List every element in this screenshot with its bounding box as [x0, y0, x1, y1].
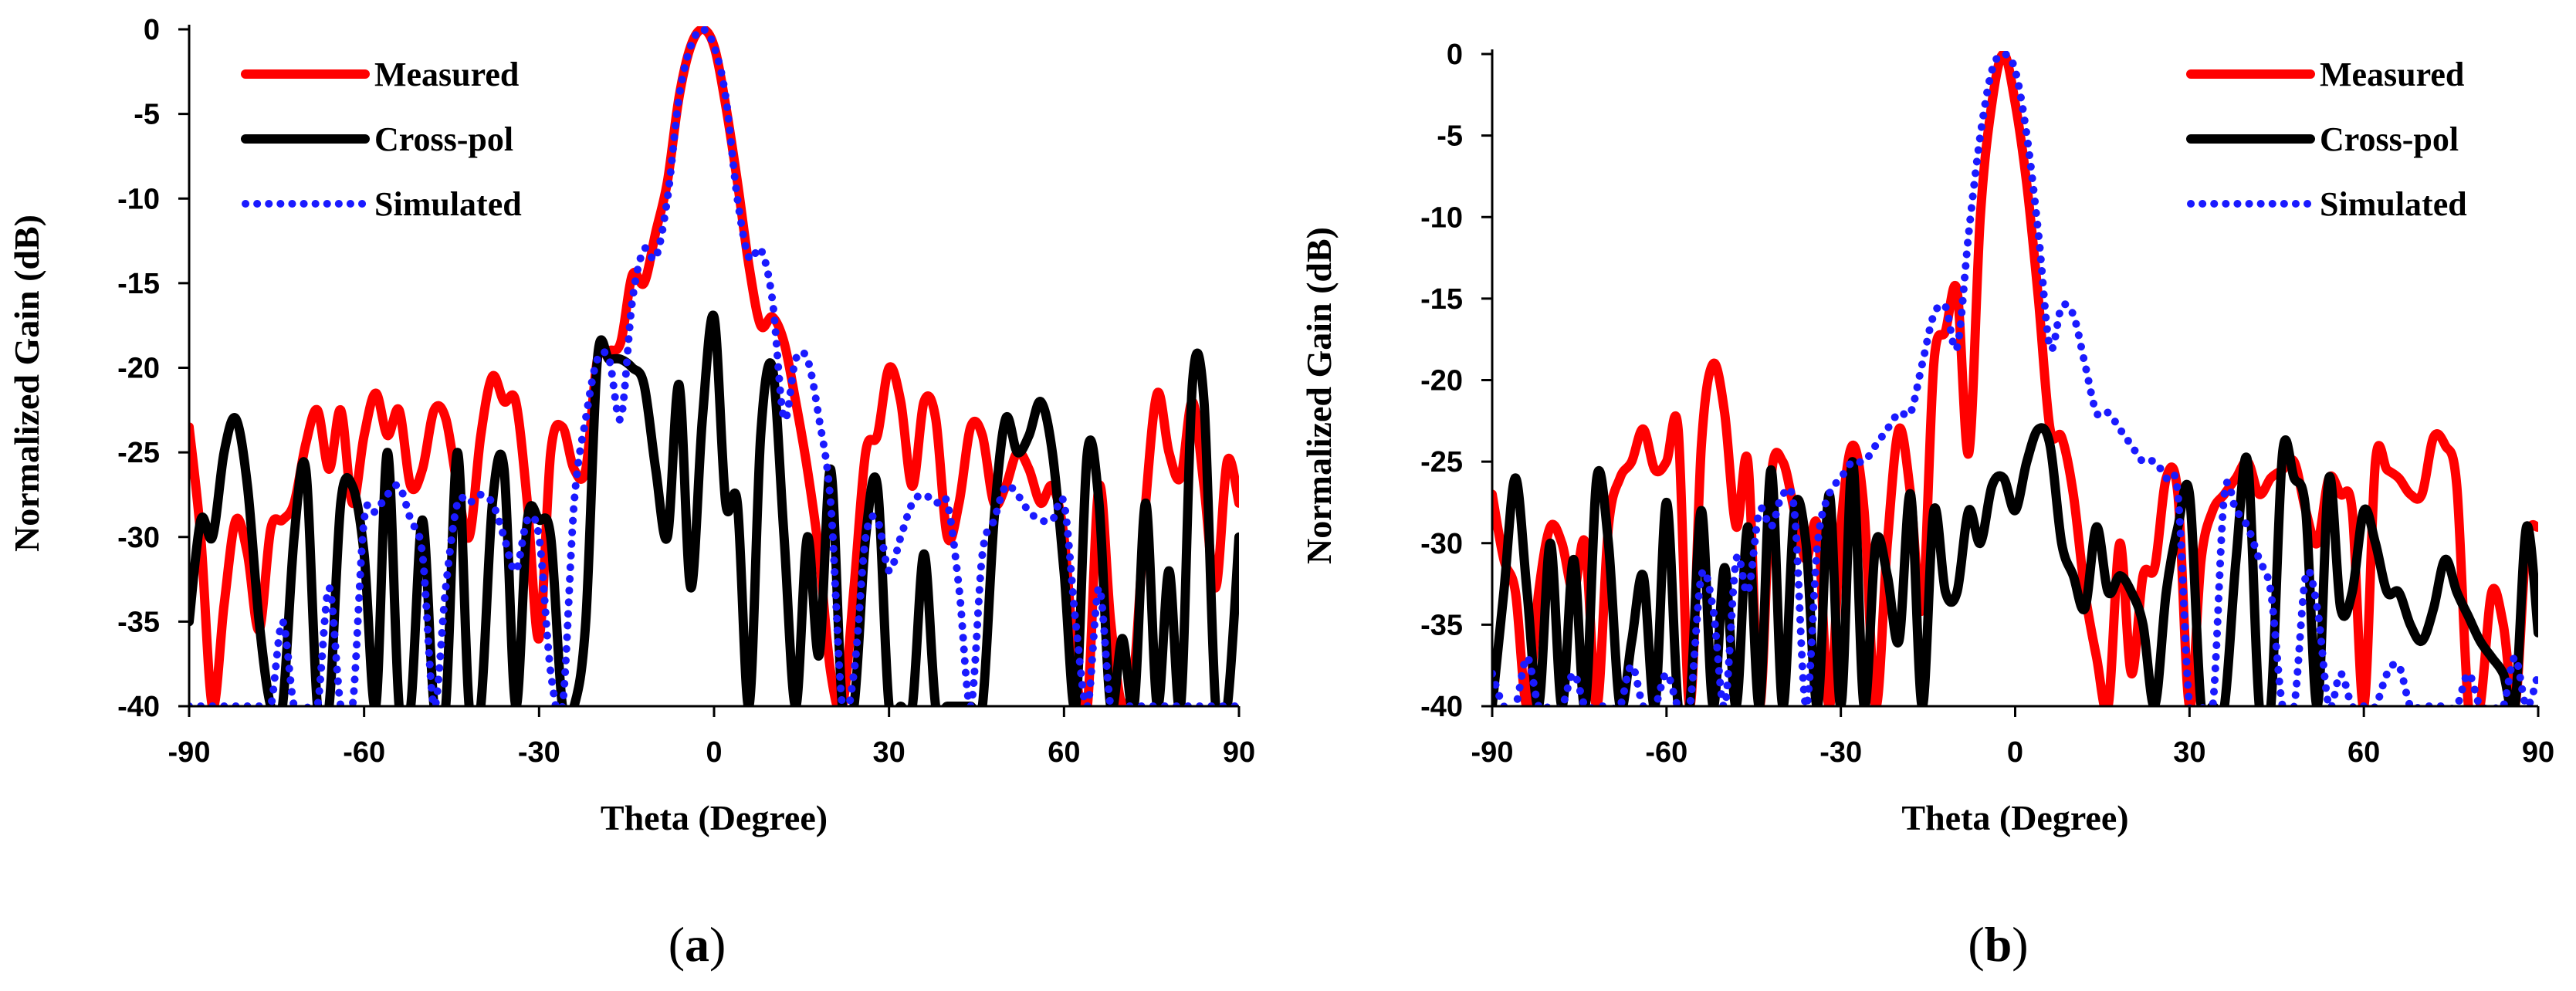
chart-panel-b: 0 -5 -10 -15 -20 -25 -30 -35 -40-90 -60 -30 0 30 60 90… — [1299, 39, 2554, 972]
panel-b-y-axis-title: Normalized Gain (dB) — [1299, 227, 1339, 564]
panel-a-y-tick-label: -5 — [134, 99, 160, 131]
panel-b-y-tick-label: -20 — [1420, 365, 1463, 397]
panel-b-x-tick-label: 90 — [2522, 736, 2554, 769]
panel-a-x-tick-label: 60 — [1048, 736, 1080, 769]
panel-a-label: (a) — [669, 917, 726, 972]
panel-a-x-tick-label: -60 — [343, 736, 385, 769]
panel-a-y-tick-label: 0 — [144, 14, 160, 46]
panel-b-y-tick-label: 0 — [1447, 39, 1463, 71]
panel-b-x-tick-label: 30 — [2173, 736, 2205, 769]
panel-b-x-tick-label: -60 — [1645, 736, 1687, 769]
chart-panel-a: 0 -5 -10 -15 -20 -25 -30 -35 -40-90 -60 -30 0 30 60 90… — [7, 14, 1255, 972]
panel-a-x-tick-label: -90 — [168, 736, 211, 769]
panel-a-y-tick-label: -15 — [117, 268, 160, 300]
panel-b-y-tick-label: -15 — [1420, 283, 1463, 316]
panel-a-x-tick-label: 30 — [873, 736, 905, 769]
panel-b-y-tick-label: -25 — [1420, 446, 1463, 479]
panel-b-series-simulated — [1492, 51, 2538, 706]
panel-b-y-tick-label: -5 — [1437, 120, 1463, 153]
panel-a-x-tick-label: -30 — [518, 736, 560, 769]
panel-a-y-tick-label: -10 — [117, 183, 160, 215]
panel-a-y-tick-label: -25 — [117, 437, 160, 469]
panel-b-y-tick-label: -10 — [1420, 201, 1463, 234]
panel-b-legend-label-cross-pol: Cross-pol — [2320, 120, 2459, 158]
panel-b-legend-label-measured: Measured — [2320, 56, 2464, 93]
panel-a-y-tick-label: -35 — [117, 606, 160, 638]
panel-a-legend-label-simulated: Simulated — [374, 185, 522, 223]
panel-b-x-axis-title: Theta (Degree) — [1901, 798, 2128, 837]
panel-a-legend-label-cross-pol: Cross-pol — [374, 120, 513, 158]
panel-a-x-tick-label: 90 — [1223, 736, 1255, 769]
panel-a-legend-label-measured: Measured — [374, 56, 519, 93]
panel-a-y-tick-label: -30 — [117, 522, 160, 554]
panel-b-y-tick-label: -40 — [1420, 691, 1463, 723]
panel-b-legend-label-simulated: Simulated — [2320, 185, 2467, 223]
panel-b-x-tick-label: 60 — [2348, 736, 2380, 769]
panel-b-y-tick-label: -35 — [1420, 609, 1463, 641]
panel-b-x-tick-label: -30 — [1819, 736, 1862, 769]
panel-a-y-tick-label: -40 — [117, 691, 160, 723]
panel-a-y-tick-label: -20 — [117, 353, 160, 385]
panel-b-series-group — [1492, 51, 2538, 706]
panel-a-series-group — [189, 26, 1239, 706]
panel-b-label: (b) — [1968, 917, 2028, 972]
panel-b-x-tick-label: 0 — [2007, 736, 2023, 769]
panel-a-x-tick-label: 0 — [706, 736, 722, 769]
panel-a-series-cross-pol — [189, 310, 1239, 706]
panel-b-series-measured — [1492, 51, 2538, 706]
panel-a-x-axis-title: Theta (Degree) — [601, 798, 828, 837]
panel-b-series-cross-pol — [1492, 423, 2538, 706]
panel-b-legend: Measured Cross-pol Simulated — [2186, 56, 2467, 223]
panel-a-legend: Measured Cross-pol Simulated — [241, 56, 522, 223]
panel-b-y-tick-label: -30 — [1420, 528, 1463, 560]
panel-b-x-tick-label: -90 — [1471, 736, 1514, 769]
panel-a-y-axis-title: Normalized Gain (dB) — [7, 215, 46, 552]
